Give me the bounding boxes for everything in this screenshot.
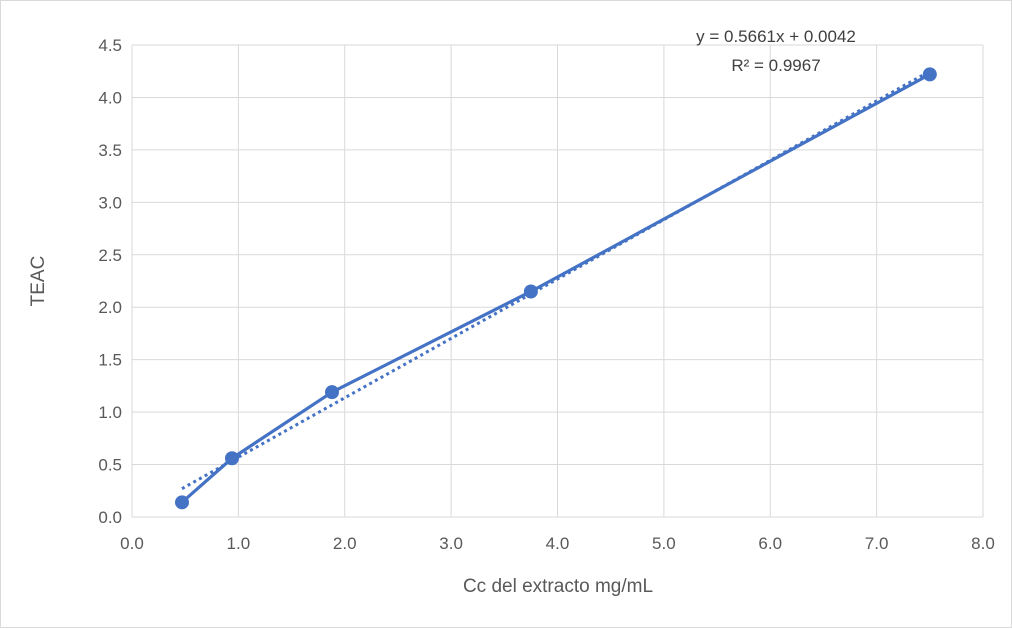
y-axis-title: TEAC <box>28 256 49 307</box>
y-tick-label: 1.5 <box>98 351 122 370</box>
x-axis-ticks: 0.0 1.0 2.0 3.0 4.0 5.0 6.0 7.0 8.0 <box>120 534 995 553</box>
x-tick-label: 0.0 <box>120 534 144 553</box>
y-tick-label: 1.0 <box>98 403 122 422</box>
y-tick-label: 3.5 <box>98 141 122 160</box>
x-tick-label: 5.0 <box>652 534 676 553</box>
x-tick-label: 4.0 <box>546 534 570 553</box>
y-tick-label: 3.0 <box>98 193 122 212</box>
y-tick-label: 0.5 <box>98 456 122 475</box>
x-tick-label: 7.0 <box>865 534 889 553</box>
data-point <box>922 67 937 82</box>
x-tick-label: 6.0 <box>758 534 782 553</box>
x-tick-label: 8.0 <box>971 534 995 553</box>
y-tick-label: 4.0 <box>98 88 122 107</box>
x-tick-label: 3.0 <box>439 534 463 553</box>
gridlines <box>131 44 984 518</box>
data-point <box>224 451 239 466</box>
y-axis-ticks: 0.0 0.5 1.0 1.5 2.0 2.5 3.0 3.5 4.0 4.5 <box>98 36 122 527</box>
data-series <box>174 67 937 510</box>
trendline-equation: y = 0.5661x + 0.0042 <box>696 27 856 46</box>
r-squared-label: R² = 0.9967 <box>731 56 820 75</box>
y-tick-label: 2.0 <box>98 298 122 317</box>
data-point <box>324 385 339 400</box>
y-tick-label: 0.0 <box>98 508 122 527</box>
x-tick-label: 1.0 <box>227 534 251 553</box>
series-line <box>180 72 931 504</box>
data-point <box>174 495 189 510</box>
data-point <box>523 284 538 299</box>
y-tick-label: 2.5 <box>98 246 122 265</box>
x-tick-label: 2.0 <box>333 534 357 553</box>
x-axis-title: Cc del extracto mg/mL <box>463 576 653 597</box>
y-tick-label: 4.5 <box>98 36 122 55</box>
